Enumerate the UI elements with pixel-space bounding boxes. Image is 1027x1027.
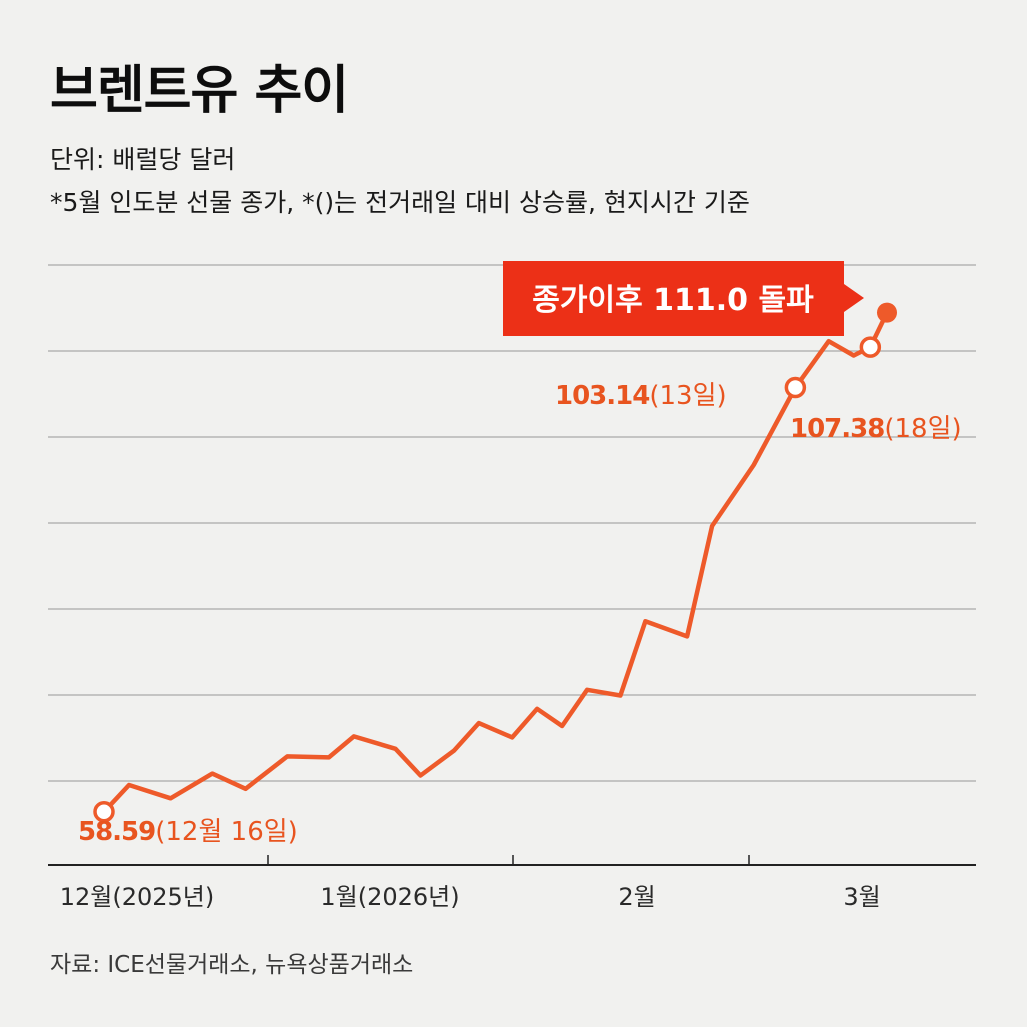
point-annotation: 103.14(13일) (555, 381, 727, 411)
data-note: *5월 인도분 선물 종가, *()는 전거래일 대비 상승률, 현지시간 기준 (50, 188, 750, 217)
series-line (101, 310, 890, 815)
point-annotation: 58.59(12월 16일) (78, 817, 298, 847)
unit-note: 단위: 배럴당 달러 (50, 145, 236, 174)
x-tick-label: 3월 (843, 883, 880, 911)
point-annotation: 107.38(18일) (790, 414, 962, 444)
page-title: 브렌트유 추이 (50, 61, 349, 121)
x-tick-label: 1월(2026년) (320, 883, 459, 911)
callout-box (503, 261, 864, 336)
data-point-marker (93, 801, 115, 823)
callout-label: 종가이후 111.0 돌파 (532, 283, 814, 318)
x-tick-label: 2월 (618, 883, 655, 911)
source-note: 자료: ICE선물거래소, 뉴욕상품거래소 (50, 952, 414, 978)
data-point-marker (859, 336, 882, 358)
data-point-marker-latest (877, 302, 897, 323)
data-point-marker (784, 376, 807, 399)
x-tick-label: 12월(2025년) (60, 883, 215, 911)
